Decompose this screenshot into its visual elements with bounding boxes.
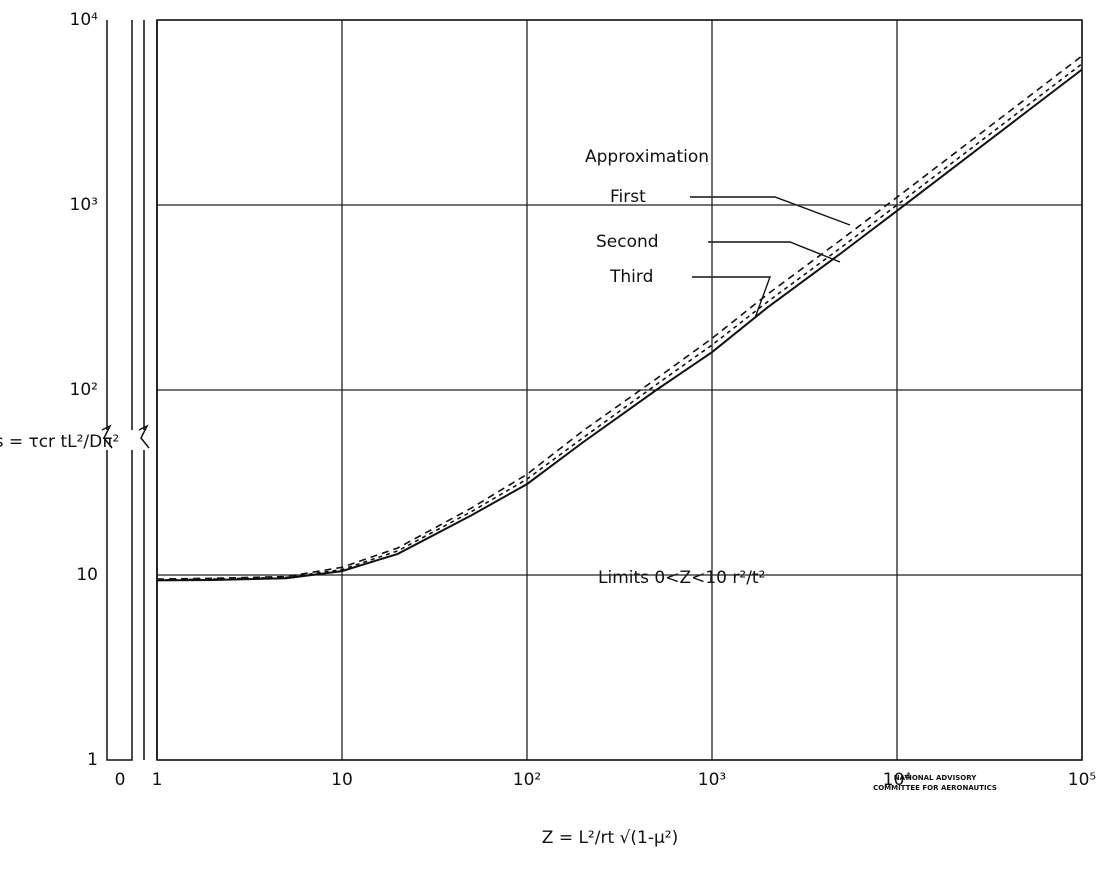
series-line [156, 55, 1083, 580]
x-tick-label: 10 [331, 770, 353, 790]
x-tick-label: 10⁵ [1068, 770, 1096, 790]
y-axis-label: ks = τcr tL²/Dπ² [0, 432, 119, 452]
credit: NATIONAL ADVISORY [894, 774, 977, 782]
plot-frame [156, 19, 1083, 761]
x-tick-label: 1 [152, 770, 163, 790]
y-tick-label: 10 [76, 565, 98, 585]
legend-title: Approximation [585, 147, 709, 167]
series-line [156, 68, 1083, 582]
y-tick-label: 10² [70, 380, 98, 400]
credit: COMMITTEE FOR AERONAUTICS [873, 784, 997, 792]
zero-strip [101, 20, 158, 761]
annotation: Limits 0<Z<10 r²/t² [598, 568, 765, 588]
x-tick-label: 10⁴ [883, 770, 912, 790]
x-tick-label: 10² [513, 770, 541, 790]
x-zero-label: 0 [115, 770, 126, 790]
series-line [156, 63, 1083, 581]
annotation-bg [585, 562, 915, 592]
y-tick-label: 1 [87, 750, 98, 770]
x-tick-label: 10³ [698, 770, 726, 790]
legend-label: First [610, 187, 646, 207]
legend-label: Second [596, 232, 659, 252]
leaders [690, 196, 851, 319]
x-axis-label: Z = L²/rt √(1-μ²) [542, 828, 678, 848]
legend-label: Third [609, 267, 653, 287]
y-tick-label: 10³ [70, 195, 98, 215]
y-tick-label: 10⁴ [70, 10, 99, 30]
